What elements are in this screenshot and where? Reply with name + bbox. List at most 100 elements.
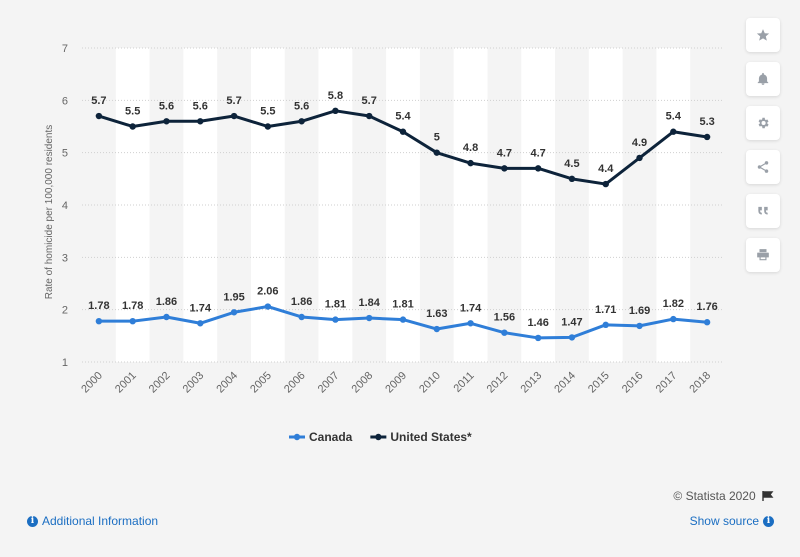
data-point[interactable] xyxy=(129,123,136,130)
data-point[interactable] xyxy=(298,118,305,125)
data-point[interactable] xyxy=(501,329,508,336)
data-point[interactable] xyxy=(670,128,677,135)
print-icon xyxy=(757,249,769,261)
legend-marker xyxy=(293,433,301,441)
data-label: 1.86 xyxy=(291,296,312,308)
data-point[interactable] xyxy=(670,315,677,323)
data-point[interactable] xyxy=(467,320,474,327)
bell-icon xyxy=(757,72,769,85)
data-label: 5.6 xyxy=(193,100,208,112)
data-point[interactable] xyxy=(602,321,609,329)
data-point[interactable] xyxy=(433,325,440,333)
data-point[interactable] xyxy=(366,112,373,120)
y-tick-label: 7 xyxy=(62,43,68,55)
data-label: 1.46 xyxy=(527,317,548,329)
data-point[interactable] xyxy=(433,149,440,156)
data-point[interactable] xyxy=(95,317,103,325)
data-label: 1.84 xyxy=(358,297,380,309)
share-icon xyxy=(757,161,769,173)
x-tick-label: 2000 xyxy=(79,370,105,396)
data-label: 1.78 xyxy=(122,300,143,312)
data-point[interactable] xyxy=(366,314,373,322)
x-tick-label: 2014 xyxy=(552,370,578,396)
data-point[interactable] xyxy=(129,317,136,325)
print-button[interactable] xyxy=(746,238,780,272)
y-tick-label: 5 xyxy=(62,148,68,160)
legend: Canada United States* xyxy=(289,430,472,444)
star-icon xyxy=(756,29,770,41)
share-button[interactable] xyxy=(746,150,780,184)
show-source-link[interactable]: Show source i xyxy=(690,514,774,528)
data-point[interactable] xyxy=(197,320,204,327)
credit-text: © Statista 2020 xyxy=(673,489,756,503)
year-band xyxy=(588,48,623,362)
series-points xyxy=(95,107,711,342)
grid-lines xyxy=(82,47,724,363)
data-label: 1.74 xyxy=(190,302,212,314)
data-point[interactable] xyxy=(197,118,204,125)
data-point[interactable] xyxy=(163,118,170,125)
data-point[interactable] xyxy=(298,313,305,321)
favorite-button[interactable] xyxy=(746,18,780,52)
year-band xyxy=(183,48,218,362)
additional-information-link[interactable]: i Additional Information xyxy=(27,514,158,528)
data-point[interactable] xyxy=(332,316,339,323)
data-label: 5.4 xyxy=(395,111,411,123)
legend-item[interactable]: Canada xyxy=(289,430,353,444)
data-point[interactable] xyxy=(95,112,103,120)
data-point[interactable] xyxy=(703,319,711,326)
data-point[interactable] xyxy=(568,334,576,341)
data-label: 5.7 xyxy=(362,95,377,107)
show-source-label: Show source xyxy=(689,514,759,528)
x-tick-label: 2015 xyxy=(586,370,612,396)
data-label: 4.7 xyxy=(497,147,512,159)
data-point[interactable] xyxy=(568,175,576,183)
x-tick-label: 2002 xyxy=(147,370,173,396)
info-icon: i xyxy=(763,515,774,527)
data-point[interactable] xyxy=(636,154,643,162)
data-point[interactable] xyxy=(602,180,609,188)
quote-icon xyxy=(758,206,768,215)
data-label: 1.81 xyxy=(325,299,346,311)
data-point[interactable] xyxy=(534,334,542,342)
x-tick-label: 2016 xyxy=(620,370,646,396)
copyright-credit[interactable]: © Statista 2020 xyxy=(673,489,774,503)
data-point[interactable] xyxy=(230,309,238,316)
data-point[interactable] xyxy=(467,159,474,167)
data-point[interactable] xyxy=(399,316,407,323)
x-tick-label: 2018 xyxy=(687,370,713,396)
data-label: 1.78 xyxy=(88,300,109,312)
year-band xyxy=(115,48,150,362)
data-point[interactable] xyxy=(501,165,508,172)
y-tick-label: 4 xyxy=(62,200,68,212)
data-label: 5.7 xyxy=(226,95,241,107)
data-label: 4.9 xyxy=(632,137,647,149)
legend-marker xyxy=(375,433,382,441)
data-label: 1.71 xyxy=(595,304,616,316)
data-label: 5.4 xyxy=(666,111,682,123)
x-tick-label: 2007 xyxy=(316,370,342,396)
data-point[interactable] xyxy=(703,133,711,141)
data-label: 1.95 xyxy=(223,291,244,303)
legend-label: Canada xyxy=(309,430,353,444)
data-point[interactable] xyxy=(264,123,272,130)
data-point[interactable] xyxy=(264,303,272,310)
data-point[interactable] xyxy=(636,322,643,330)
data-label: 1.63 xyxy=(426,308,447,320)
legend-item[interactable]: United States* xyxy=(370,430,472,444)
cite-button[interactable] xyxy=(746,194,780,228)
x-tick-label: 2009 xyxy=(383,370,409,396)
data-point[interactable] xyxy=(534,165,542,172)
data-point[interactable] xyxy=(163,313,170,321)
y-tick-label: 6 xyxy=(62,95,68,107)
x-tick-label: 2004 xyxy=(214,370,240,396)
settings-button[interactable] xyxy=(746,106,780,140)
data-point[interactable] xyxy=(332,107,339,115)
year-band xyxy=(453,48,488,362)
y-tick-label: 1 xyxy=(62,357,68,369)
notification-button[interactable] xyxy=(746,62,780,96)
side-toolbar xyxy=(746,18,780,282)
gear-icon xyxy=(758,117,769,129)
data-point[interactable] xyxy=(399,128,407,135)
data-point[interactable] xyxy=(230,112,238,120)
